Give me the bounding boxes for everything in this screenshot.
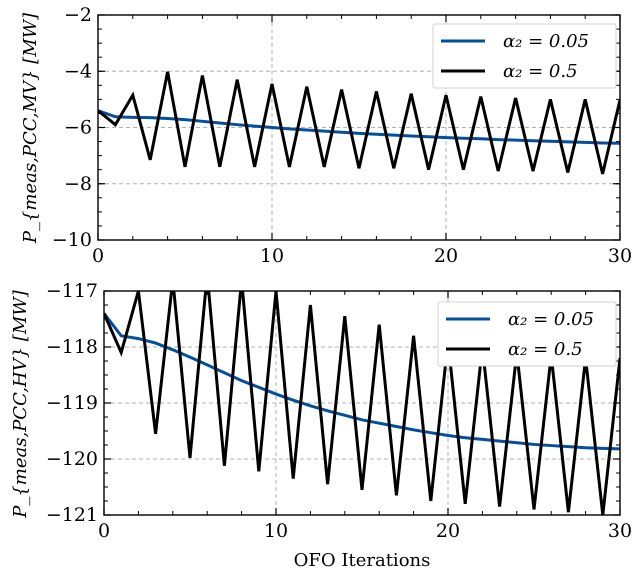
bottom-x-tick-label-0: 0 <box>98 520 110 542</box>
top-series-layer <box>98 71 620 175</box>
bottom-series-line-2 <box>104 291 620 515</box>
bottom-y-tick-label-3: −118 <box>46 336 98 358</box>
bottom-y-tick-label-1: −120 <box>46 448 98 470</box>
top-y-tick-label-3: −4 <box>64 60 92 82</box>
top-x-tick-label-2: 20 <box>434 245 458 267</box>
bottom-y-tick-label-0: −121 <box>46 504 98 526</box>
top-series-line-2 <box>98 71 620 175</box>
top-y-tick-label-1: −8 <box>64 173 92 195</box>
bottom-x-tick-label-1: 10 <box>264 520 288 542</box>
bottom-ticks: 0 10 20 30 −121 −120 −119 −118 −117 <box>46 280 632 542</box>
bottom-legend-label-series-1: α₂ = 0.05 <box>508 309 594 330</box>
top-x-tick-label-0: 0 <box>92 245 104 267</box>
bottom-y-tick-label-2: −119 <box>46 392 98 414</box>
top-y-tick-label-4: −2 <box>64 4 92 26</box>
bottom-legend-label-series-2: α₂ = 0.5 <box>508 339 583 360</box>
bottom-y-tick-label-4: −117 <box>46 280 98 302</box>
bottom-chart-panel: 0 10 20 30 −121 −120 −119 −118 −117 α₂ = 0.05 α₂… <box>10 280 632 571</box>
bottom-series-line-1 <box>104 312 620 451</box>
top-y-axis-title: P_{meas,PCC,MV} [MW] <box>20 12 41 244</box>
bottom-series-layer <box>104 291 620 515</box>
bottom-y-axis-title: P_{meas,PCC,HV} [MW] <box>10 289 31 519</box>
bottom-legend: α₂ = 0.05 α₂ = 0.5 <box>437 301 617 367</box>
top-ticks: 0 10 20 30 −10 −8 −6 −4 −2 <box>52 4 632 267</box>
top-legend-label-series-1: α₂ = 0.05 <box>503 31 589 52</box>
bottom-x-tick-label-2: 20 <box>436 520 460 542</box>
top-series-line-1 <box>98 109 620 145</box>
top-legend: α₂ = 0.05 α₂ = 0.5 <box>432 23 617 89</box>
top-y-tick-label-2: −6 <box>64 117 92 139</box>
top-chart-panel: 0 10 20 30 −10 −8 −6 −4 −2 α₂ = 0.05 α₂ = 0.5 P_… <box>20 4 632 267</box>
top-x-tick-label-1: 10 <box>260 245 284 267</box>
top-y-tick-label-0: −10 <box>52 229 92 251</box>
bottom-x-axis-title: OFO Iterations <box>294 550 431 571</box>
top-x-tick-label-3: 30 <box>608 245 632 267</box>
bottom-x-tick-label-3: 30 <box>608 520 632 542</box>
top-legend-label-series-2: α₂ = 0.5 <box>503 61 578 82</box>
